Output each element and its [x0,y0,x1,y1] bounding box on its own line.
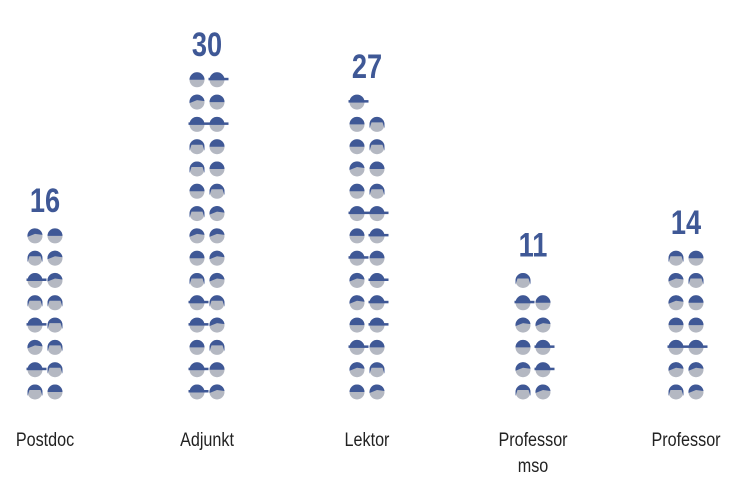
category-label: Professor [651,430,721,451]
category-label: Professor mso [498,430,568,477]
value-label: 27 [352,47,382,86]
value-label: 14 [671,203,701,242]
value-label: 16 [30,181,60,220]
value-label: 11 [519,226,548,265]
category-label: Lektor [344,430,390,451]
icon-group [348,94,389,400]
category-label: Postdoc [15,430,75,451]
icon-group [514,273,555,400]
category-label: Adjunkt [180,430,234,451]
icon-group [188,72,229,400]
icon-group [667,250,708,400]
value-label: 30 [192,25,222,64]
icon-group [26,228,63,400]
